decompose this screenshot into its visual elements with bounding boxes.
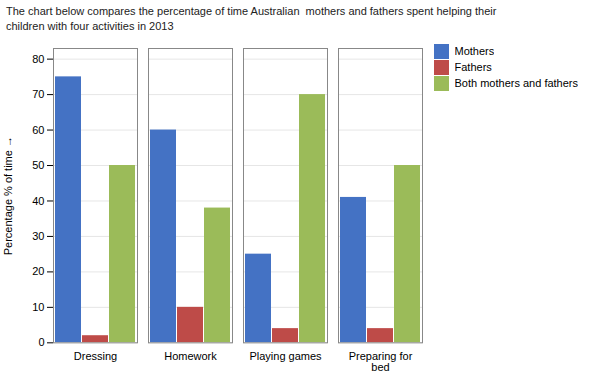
svg-text:80: 80 xyxy=(32,52,44,64)
svg-text:Dressing: Dressing xyxy=(74,349,117,361)
svg-text:Playing games: Playing games xyxy=(249,349,322,361)
svg-text:20: 20 xyxy=(32,265,44,277)
svg-text:70: 70 xyxy=(32,88,44,100)
svg-text:Preparing forbed: Preparing forbed xyxy=(349,349,413,372)
svg-text:30: 30 xyxy=(32,230,44,242)
html-text:Both mothers and fathers: Both mothers and fathers xyxy=(454,77,578,90)
svg-text:50: 50 xyxy=(32,159,44,171)
html-text:Mothers: Mothers xyxy=(454,45,495,58)
svg-text:0: 0 xyxy=(38,336,44,348)
html-text:Fathers: Fathers xyxy=(454,61,492,74)
svg-text:40: 40 xyxy=(32,194,44,206)
svg-text:Percentage % of time →: Percentage % of time → xyxy=(2,136,14,255)
svg-text:60: 60 xyxy=(32,123,44,135)
svg-text:Homework: Homework xyxy=(164,349,217,361)
svg-text:10: 10 xyxy=(32,301,44,313)
html-text:The chart below compares the p: The chart below compares the percentage … xyxy=(6,5,497,32)
